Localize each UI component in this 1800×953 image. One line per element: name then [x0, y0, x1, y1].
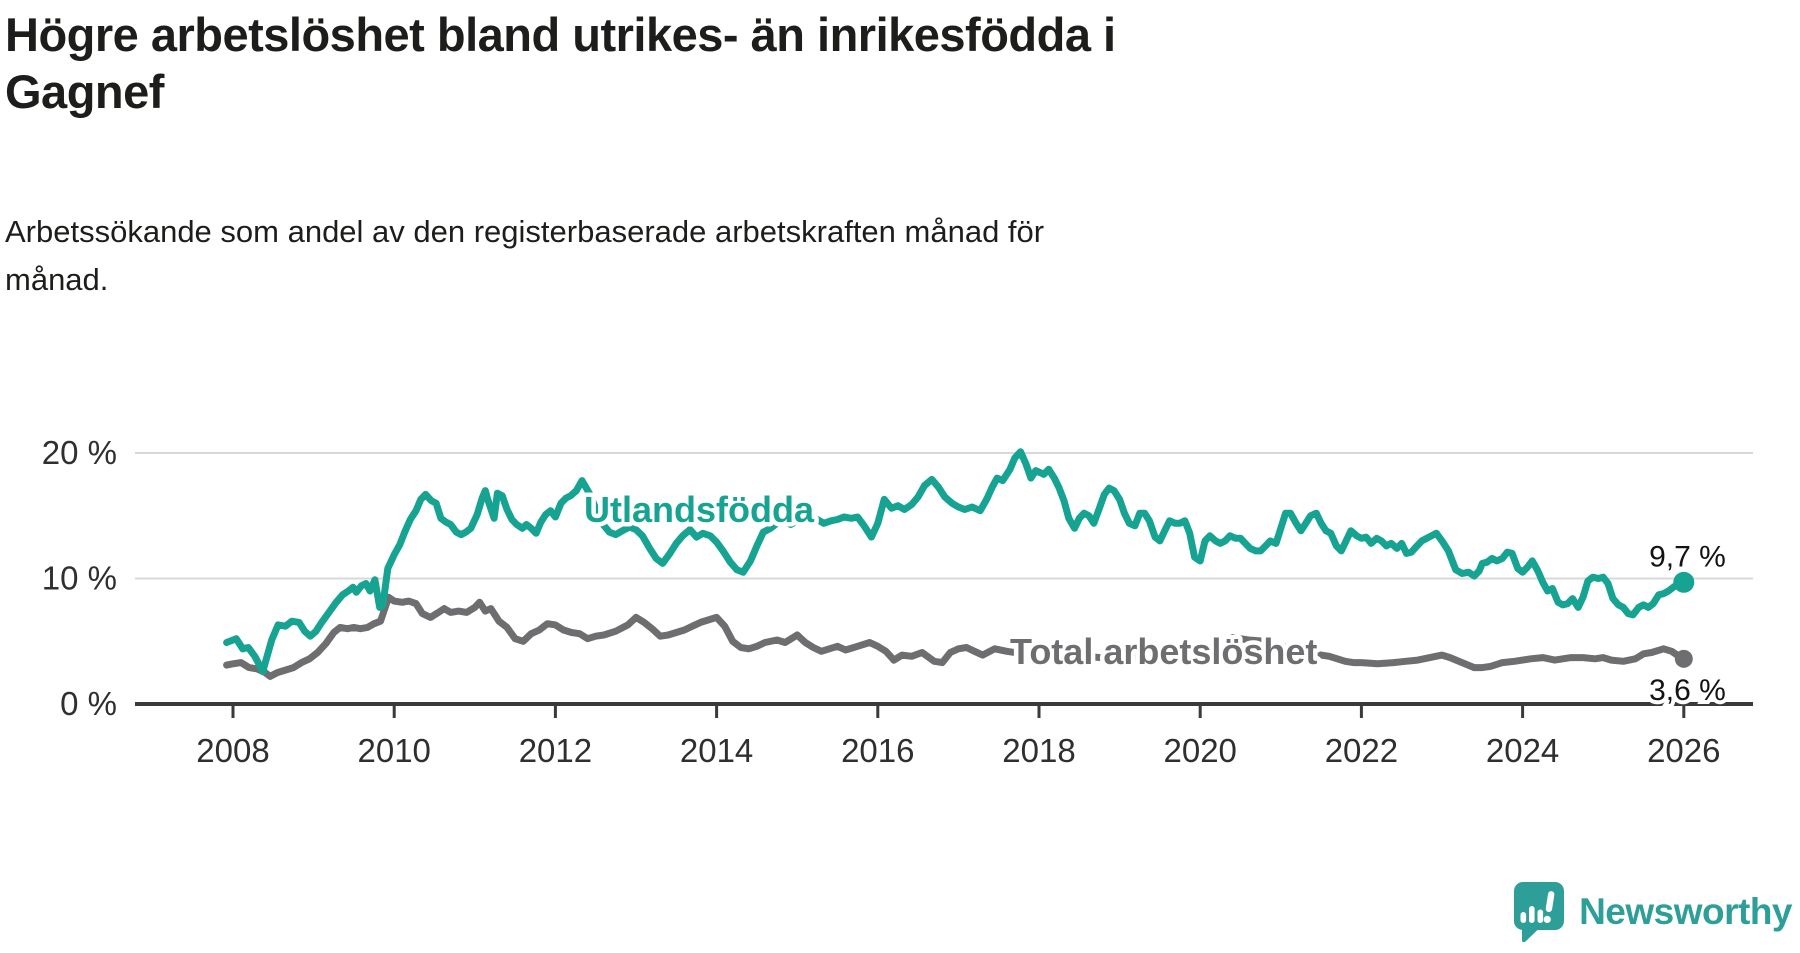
x-axis-label-2016: 2016 — [841, 732, 914, 769]
brand-footer: Newsworthy — [1510, 880, 1792, 944]
x-axis-label-2012: 2012 — [519, 732, 592, 769]
x-axis-label-2014: 2014 — [680, 732, 753, 769]
x-axis-label-2018: 2018 — [1002, 732, 1075, 769]
x-axis-label-2020: 2020 — [1163, 732, 1236, 769]
x-axis-label-2022: 2022 — [1325, 732, 1398, 769]
page-title-line-2: Gagnef — [5, 65, 164, 118]
page-subtitle: Arbetssökande som andel av den registerb… — [5, 208, 1755, 304]
brand-name: Newsworthy — [1579, 891, 1792, 932]
exclamation-glyph — [1543, 891, 1555, 923]
series-line-1 — [223, 448, 1688, 675]
newsworthy-logo-icon — [1514, 882, 1565, 943]
y-axis-label-20: 20 % — [42, 434, 117, 471]
series-end-value-1: 9,7 % — [1649, 540, 1726, 573]
y-axis-label-10: 10 % — [42, 560, 117, 597]
x-axis-label-2008: 2008 — [196, 732, 269, 769]
x-axis-label-2010: 2010 — [357, 732, 430, 769]
series-end-dot-1 — [1673, 571, 1695, 593]
page-subtitle-line-2: månad. — [5, 262, 109, 297]
page-title-line-1: Högre arbetslöshet bland utrikes- än inr… — [5, 8, 1116, 61]
page-title: Högre arbetslöshet bland utrikes- än inr… — [5, 6, 1785, 120]
page-subtitle-line-1: Arbetssökande som andel av den registerb… — [5, 214, 1045, 249]
series-end-value-0: 3,6 % — [1649, 674, 1726, 707]
series-label-1: Utlandsfödda — [584, 489, 815, 530]
bar-chart-glyph — [1520, 906, 1544, 923]
series-line-0 — [223, 593, 1688, 680]
x-axis-label-2024: 2024 — [1486, 732, 1559, 769]
series-end-dot-0 — [1674, 649, 1693, 668]
series-label-0: Total arbetslöshet — [1010, 631, 1317, 672]
x-axis-label-2026: 2026 — [1647, 732, 1720, 769]
y-axis-label-0: 0 % — [60, 685, 117, 722]
